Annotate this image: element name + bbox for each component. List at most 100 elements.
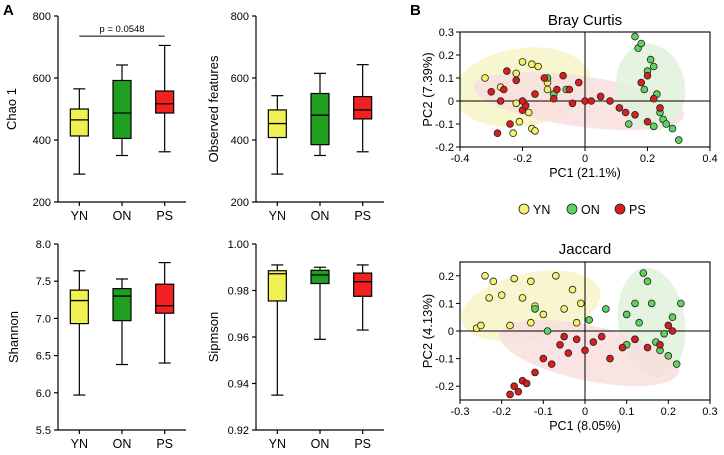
y-tick-label: 0.94 [228, 379, 249, 391]
legend-marker [566, 203, 578, 215]
y-tick-label: 0.92 [228, 425, 249, 437]
point-on [624, 120, 633, 128]
box-iqr [310, 92, 330, 146]
point-ps [649, 94, 658, 103]
point-ps [589, 338, 598, 346]
point-ps [656, 340, 664, 349]
point-on [647, 299, 656, 308]
point-on [622, 310, 631, 319]
x-tick-label: -0.2 [492, 406, 511, 418]
point-on [637, 39, 646, 48]
point-ps [631, 111, 639, 119]
point-ps [531, 90, 539, 98]
point-ps [518, 97, 527, 105]
point-ps [549, 94, 558, 103]
points [472, 269, 685, 399]
box-yn [69, 270, 89, 396]
point-ps [503, 67, 511, 75]
confidence-ellipse-on [615, 43, 686, 131]
box-iqr [112, 288, 132, 322]
point-ps [572, 335, 581, 344]
chart-shannon: 5.5 6.0 6.5 7.0 7.5 8.0 YN ON PS Shannon [6, 239, 186, 451]
point-on [531, 305, 539, 313]
y-tick-label: 0.1 [439, 298, 454, 310]
point-yn [481, 271, 489, 280]
x-tick-label: 0 [582, 406, 588, 418]
point-yn [527, 277, 535, 286]
point-ps [499, 85, 508, 94]
y-tick-label: 0.2 [439, 50, 454, 62]
panel-letter-b: B [410, 2, 421, 19]
y-axis-label: Observed features [206, 55, 221, 162]
point-yn [515, 117, 524, 126]
point-ps [574, 78, 583, 87]
y-tick-label: 0.2 [439, 271, 454, 283]
box-ps [353, 264, 373, 331]
point-ps [493, 129, 502, 138]
box-iqr [353, 95, 373, 120]
y-axis-label: PC2 (7.39%) [420, 52, 435, 126]
point-ps [560, 332, 568, 341]
y-axis-label: PC2 (4.13%) [420, 294, 435, 368]
point-yn [528, 60, 536, 68]
x-tick-label: YN [71, 437, 88, 451]
legend-label: ON [581, 203, 600, 217]
point-ps [621, 108, 630, 117]
point-yn [518, 294, 527, 302]
box-iqr [112, 79, 132, 140]
point-yn [527, 318, 535, 327]
box-on [112, 64, 132, 157]
legend-label: PS [629, 203, 646, 217]
point-ps [587, 97, 596, 105]
point-yn [512, 99, 521, 108]
point-ps [565, 85, 574, 94]
point-yn [524, 108, 533, 117]
y-tick-label: -0.1 [435, 119, 454, 131]
x-tick-label: 0.2 [661, 406, 676, 418]
point-ps [547, 360, 556, 368]
x-tick-label: -0.2 [513, 153, 532, 165]
y-tick-label: 0.96 [228, 332, 249, 344]
point-on [602, 305, 610, 313]
point-on [643, 277, 652, 286]
x-axis-label: PC1 (8.05%) [549, 419, 621, 433]
y-tick-label: 0 [448, 96, 454, 108]
point-ps [581, 346, 589, 355]
point-yn [497, 291, 506, 299]
point-yn [577, 299, 585, 308]
point-ps [514, 387, 523, 396]
x-tick-label: ON [113, 437, 132, 451]
y-tick-label: 600 [231, 73, 249, 85]
point-on [662, 120, 671, 128]
x-tick-label: -0.4 [451, 153, 470, 165]
panel-letter-a: A [3, 2, 14, 19]
point-yn [509, 129, 517, 138]
box-yn [267, 95, 287, 175]
point-on [649, 122, 658, 131]
x-tick-label: PS [156, 209, 173, 223]
x-tick-label: ON [311, 437, 330, 451]
chart-simpson: 0.92 0.94 0.96 0.98 1.00 YN ON PS Sipmson [206, 239, 384, 451]
legend-item-on: ON [566, 203, 600, 217]
y-tick-label: 0.3 [439, 27, 454, 39]
point-yn [506, 321, 514, 330]
point-yn [485, 294, 493, 302]
point-ps [668, 327, 677, 335]
point-on [672, 360, 681, 368]
x-tick-label: 0.3 [702, 406, 717, 418]
box-iqr [267, 270, 287, 302]
y-tick-label: 6.5 [36, 351, 51, 363]
y-tick-label: 800 [231, 11, 249, 23]
point-yn [534, 62, 542, 71]
chart-title: Jaccard [559, 241, 612, 258]
legend-item-yn: YN [518, 203, 550, 217]
point-ps [531, 368, 539, 377]
box-yn [69, 88, 89, 175]
box-iqr [155, 90, 175, 114]
point-ps [631, 335, 639, 344]
p-value-annotation: p = 0.0548 [99, 24, 144, 35]
point-yn [539, 310, 548, 319]
point-ps [540, 74, 549, 82]
y-tick-label: 800 [33, 11, 51, 23]
